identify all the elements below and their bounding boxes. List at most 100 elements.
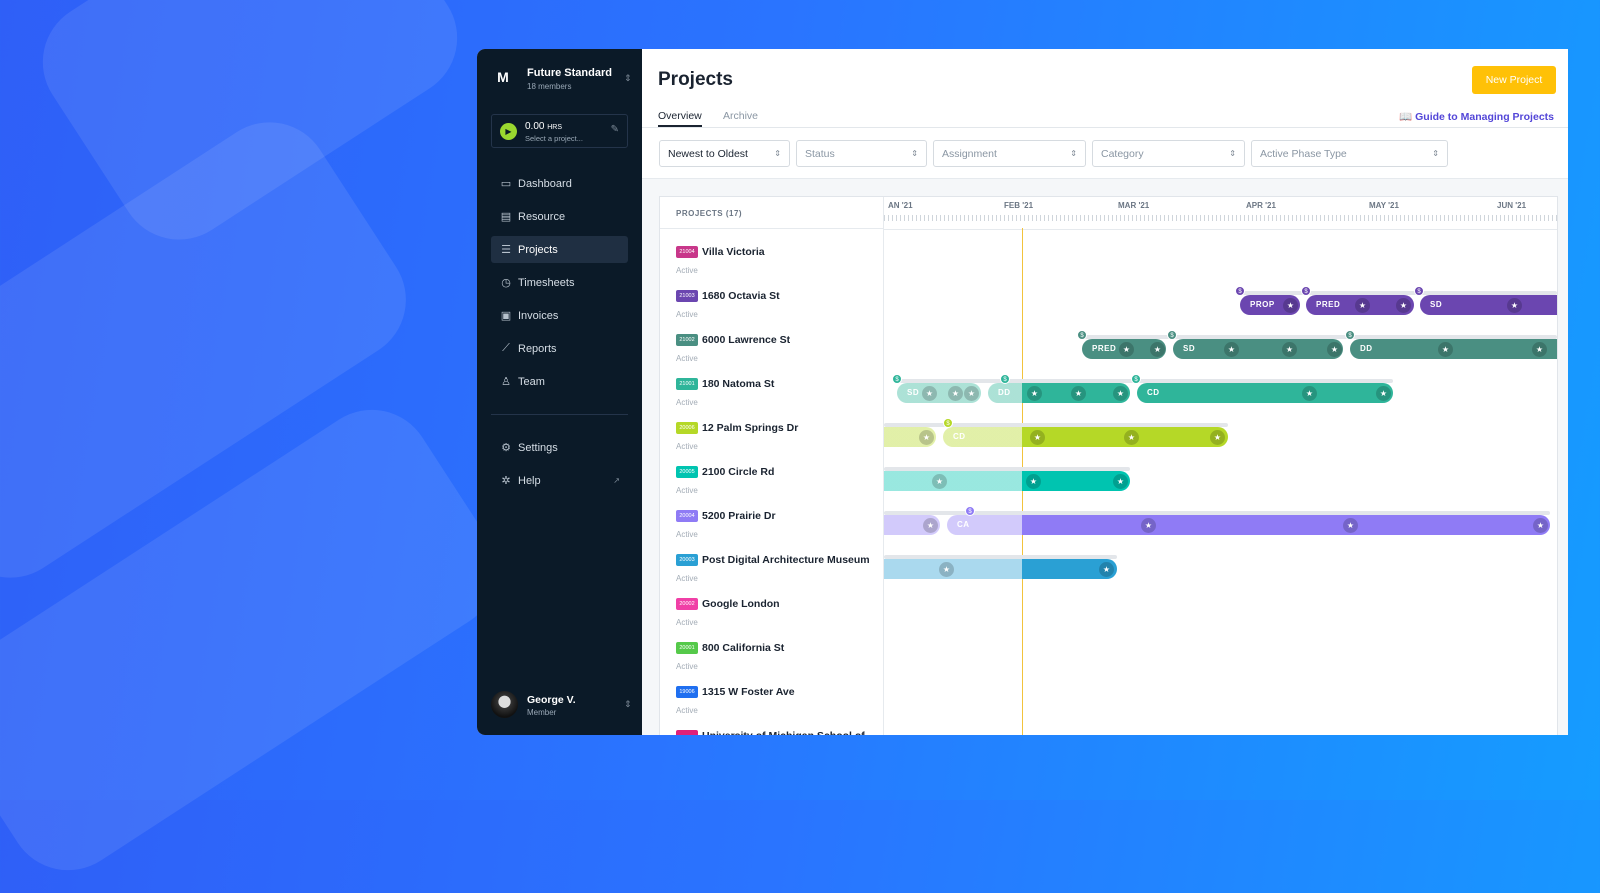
project-name[interactable]: Post Digital Architecture Museum: [702, 553, 870, 566]
milestone-star-icon[interactable]: ★: [1124, 430, 1139, 445]
phase-bar[interactable]: PRED: [1082, 339, 1166, 359]
milestone-star-icon[interactable]: ★: [948, 386, 963, 401]
project-name[interactable]: Google London: [702, 597, 780, 610]
project-row[interactable]: University of Michigan School of: [676, 727, 865, 735]
phase-bar[interactable]: [884, 427, 936, 447]
phase-bar[interactable]: DD: [988, 383, 1130, 403]
dollar-marker-icon[interactable]: $: [1131, 374, 1141, 384]
dollar-marker-icon[interactable]: $: [1167, 330, 1177, 340]
milestone-star-icon[interactable]: ★: [1150, 342, 1165, 357]
milestone-star-icon[interactable]: ★: [1327, 342, 1342, 357]
project-name[interactable]: 5200 Prairie Dr: [702, 509, 776, 522]
category-filter[interactable]: Category ⇕: [1092, 140, 1245, 167]
milestone-star-icon[interactable]: ★: [1099, 562, 1114, 577]
milestone-star-icon[interactable]: ★: [1224, 342, 1239, 357]
new-project-button[interactable]: New Project: [1472, 66, 1556, 94]
milestone-star-icon[interactable]: ★: [1113, 474, 1128, 489]
project-name[interactable]: 6000 Lawrence St: [702, 333, 791, 346]
edit-icon[interactable]: ✎: [610, 124, 619, 135]
sidebar-item-dashboard[interactable]: ▭ Dashboard: [491, 170, 628, 197]
phase-bar[interactable]: SD: [1173, 339, 1343, 359]
milestone-star-icon[interactable]: ★: [1507, 298, 1522, 313]
timer-widget[interactable]: ▶ 0.00 HRS Select a project... ✎: [491, 114, 628, 148]
project-row[interactable]: 20005 2100 Circle Rd Active: [676, 463, 774, 503]
project-name[interactable]: 12 Palm Springs Dr: [702, 421, 799, 434]
phase-bar[interactable]: CD: [943, 427, 1228, 447]
tab-archive[interactable]: Archive: [723, 110, 759, 122]
project-name[interactable]: 180 Natoma St: [702, 377, 775, 390]
project-row[interactable]: 21003 1680 Octavia St Active: [676, 287, 780, 327]
project-row[interactable]: 20004 5200 Prairie Dr Active: [676, 507, 776, 547]
phase-bar[interactable]: [884, 559, 1117, 579]
project-name[interactable]: 1315 W Foster Ave: [702, 685, 795, 698]
milestone-star-icon[interactable]: ★: [1210, 430, 1225, 445]
sidebar-item-projects[interactable]: ☰ Projects: [491, 236, 628, 263]
milestone-star-icon[interactable]: ★: [1119, 342, 1134, 357]
phase-bar[interactable]: CA: [947, 515, 1550, 535]
milestone-star-icon[interactable]: ★: [1302, 386, 1317, 401]
dollar-marker-icon[interactable]: $: [965, 506, 975, 516]
dollar-marker-icon[interactable]: $: [1235, 286, 1245, 296]
phase-bar[interactable]: [884, 471, 1130, 491]
milestone-star-icon[interactable]: ★: [1355, 298, 1370, 313]
user-name[interactable]: George V.: [527, 694, 576, 706]
milestone-star-icon[interactable]: ★: [964, 386, 979, 401]
milestone-star-icon[interactable]: ★: [1030, 430, 1045, 445]
milestone-star-icon[interactable]: ★: [1438, 342, 1453, 357]
project-name[interactable]: Villa Victoria: [702, 245, 765, 258]
project-name[interactable]: University of Michigan School of: [702, 730, 865, 735]
sidebar-item-invoices[interactable]: ▣ Invoices: [491, 302, 628, 329]
sidebar-item-timesheets[interactable]: ◷ Timesheets: [491, 269, 628, 296]
milestone-star-icon[interactable]: ★: [922, 386, 937, 401]
dollar-marker-icon[interactable]: $: [1345, 330, 1355, 340]
milestone-star-icon[interactable]: ★: [919, 430, 934, 445]
phase-bar[interactable]: [884, 515, 940, 535]
sort-select[interactable]: Newest to Oldest ⇕: [659, 140, 790, 167]
sidebar-item-team[interactable]: ♙ Team: [491, 368, 628, 395]
phase-type-filter[interactable]: Active Phase Type ⇕: [1251, 140, 1448, 167]
milestone-star-icon[interactable]: ★: [1071, 386, 1086, 401]
phase-bar[interactable]: CD: [1137, 383, 1393, 403]
project-row[interactable]: 20002 Google London Active: [676, 595, 780, 635]
sidebar-item-reports[interactable]: ⟋ Reports: [491, 335, 628, 362]
project-name[interactable]: 800 California St: [702, 641, 785, 654]
project-row[interactable]: 21004 Villa Victoria Active: [676, 243, 765, 283]
dollar-marker-icon[interactable]: $: [943, 418, 953, 428]
milestone-star-icon[interactable]: ★: [1113, 386, 1128, 401]
project-row[interactable]: 21002 6000 Lawrence St Active: [676, 331, 790, 371]
milestone-star-icon[interactable]: ★: [923, 518, 938, 533]
sidebar-item-help[interactable]: ✲ Help ↗: [491, 467, 628, 494]
tab-overview[interactable]: Overview: [658, 110, 702, 127]
phase-bar[interactable]: PROP: [1240, 295, 1300, 315]
project-name[interactable]: 2100 Circle Rd: [702, 465, 775, 478]
guide-link[interactable]: 📖 Guide to Managing Projects: [1399, 110, 1554, 123]
project-row[interactable]: 20006 12 Palm Springs Dr Active: [676, 419, 798, 459]
phase-bar[interactable]: SD: [897, 383, 981, 403]
phase-bar[interactable]: PRED: [1306, 295, 1414, 315]
milestone-star-icon[interactable]: ★: [1282, 342, 1297, 357]
milestone-star-icon[interactable]: ★: [1283, 298, 1298, 313]
dollar-marker-icon[interactable]: $: [1414, 286, 1424, 296]
milestone-star-icon[interactable]: ★: [1141, 518, 1156, 533]
milestone-star-icon[interactable]: ★: [1376, 386, 1391, 401]
milestone-star-icon[interactable]: ★: [1027, 386, 1042, 401]
dollar-marker-icon[interactable]: $: [1000, 374, 1010, 384]
milestone-star-icon[interactable]: ★: [1533, 518, 1548, 533]
milestone-star-icon[interactable]: ★: [939, 562, 954, 577]
sidebar-item-resource[interactable]: ▤ Resource: [491, 203, 628, 230]
user-menu-icon[interactable]: ⇕: [624, 699, 632, 709]
workspace-name[interactable]: Future Standard: [527, 67, 612, 79]
project-row[interactable]: 19006 1315 W Foster Ave Active: [676, 683, 795, 723]
project-name[interactable]: 1680 Octavia St: [702, 289, 780, 302]
phase-bar[interactable]: SD: [1420, 295, 1557, 315]
dollar-marker-icon[interactable]: $: [1077, 330, 1087, 340]
milestone-star-icon[interactable]: ★: [1026, 474, 1041, 489]
phase-bar[interactable]: DD: [1350, 339, 1557, 359]
project-row[interactable]: 20001 800 California St Active: [676, 639, 784, 679]
assignment-filter[interactable]: Assignment ⇕: [933, 140, 1086, 167]
milestone-star-icon[interactable]: ★: [1396, 298, 1411, 313]
project-row[interactable]: 21001 180 Natoma St Active: [676, 375, 774, 415]
project-row[interactable]: 20003 Post Digital Architecture Museum Act…: [676, 551, 870, 591]
milestone-star-icon[interactable]: ★: [1343, 518, 1358, 533]
avatar[interactable]: [491, 691, 518, 718]
